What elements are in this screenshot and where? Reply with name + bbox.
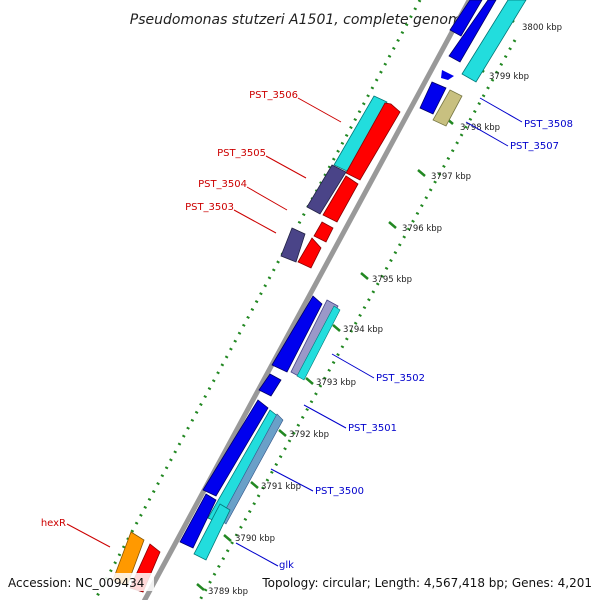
leader-line	[246, 186, 288, 211]
gene-feature[interactable]	[449, 0, 483, 37]
tick-mark	[278, 429, 287, 437]
gene-label-hexr[interactable]: hexR	[41, 518, 66, 529]
leader-line	[297, 97, 342, 123]
map-title: Pseudomonas stutzeri A1501, complete gen…	[130, 12, 470, 28]
leader-line	[270, 468, 314, 492]
leader-line	[235, 542, 279, 567]
gene-feature[interactable]	[193, 503, 231, 561]
tick-label: 3797 kbp	[431, 172, 471, 182]
gene-label-pst-3505[interactable]: PST_3505	[217, 148, 266, 159]
leader-line	[233, 209, 277, 234]
tick-mark	[388, 221, 397, 229]
gene-feature[interactable]	[432, 89, 463, 127]
gene-label-pst-3507[interactable]: PST_3507	[510, 141, 559, 152]
gene-label-pst-3503[interactable]: PST_3503	[185, 202, 234, 213]
tick-label: 3791 kbp	[261, 482, 301, 492]
gene-feature[interactable]	[271, 295, 323, 373]
gene-feature[interactable]	[219, 413, 284, 525]
tick-mark	[223, 534, 232, 542]
tick-mark	[332, 324, 341, 332]
tick-label: 3798 kbp	[460, 123, 500, 133]
tick-label: 3800 kbp	[522, 23, 562, 33]
tick-label: 3796 kbp	[402, 224, 442, 234]
gene-feature[interactable]	[461, 0, 527, 83]
gene-feature[interactable]	[258, 373, 282, 397]
gene-feature[interactable]	[280, 227, 306, 263]
gene-label-pst-3506[interactable]: PST_3506	[249, 90, 298, 101]
leader-line	[331, 353, 375, 379]
tick-mark	[360, 272, 369, 280]
gene-label-pst-3501[interactable]: PST_3501	[348, 423, 397, 434]
gene-feature[interactable]	[179, 493, 217, 549]
footer-backdrop-right	[258, 573, 596, 591]
tick-mark	[250, 481, 259, 489]
tick-label: 3795 kbp	[372, 275, 412, 285]
features-layer	[112, 0, 527, 593]
gene-label-pst-3504[interactable]: PST_3504	[198, 179, 247, 190]
gene-feature[interactable]	[441, 70, 454, 80]
gene-label-pst-3502[interactable]: PST_3502	[376, 373, 425, 384]
leader-line	[465, 121, 509, 147]
right-labels: PST_3508 PST_3507 PST_3502 PST_3501 PST_…	[235, 97, 573, 571]
tick-label: 3789 kbp	[208, 587, 248, 597]
gene-feature[interactable]	[419, 81, 447, 115]
gene-feature[interactable]	[306, 164, 347, 215]
gene-feature[interactable]	[313, 221, 334, 243]
leader-line	[66, 523, 111, 548]
tick-mark	[305, 377, 314, 385]
genome-summary-text: Topology: circular; Length: 4,567,418 bp…	[261, 576, 592, 590]
tick-mark	[417, 169, 426, 177]
tick-label: 3792 kbp	[289, 430, 329, 440]
leader-line	[479, 97, 523, 123]
gene-feature[interactable]	[297, 237, 322, 269]
leader-line	[265, 155, 307, 179]
gene-feature[interactable]	[448, 0, 497, 63]
leader-line	[303, 404, 347, 429]
genome-backbone	[141, 0, 473, 600]
tick-label: 3793 kbp	[316, 378, 356, 388]
left-labels: PST_3506 PST_3505 PST_3504 PST_3503 hexR	[41, 90, 342, 548]
gene-feature[interactable]	[345, 102, 401, 181]
tick-label: 3790 kbp	[235, 534, 275, 544]
tick-mark	[196, 583, 205, 591]
gene-feature[interactable]	[202, 399, 269, 497]
tick-label: 3794 kbp	[343, 325, 383, 335]
footer-backdrop-left	[4, 573, 154, 591]
tick-label: 3799 kbp	[489, 72, 529, 82]
gene-label-pst-3508[interactable]: PST_3508	[524, 119, 573, 130]
gene-feature[interactable]	[296, 305, 341, 381]
accession-text: Accession: NC_009434	[8, 576, 144, 590]
gene-label-pst-3500[interactable]: PST_3500	[315, 486, 364, 497]
outer-dotted-line	[93, 0, 422, 600]
gene-label-glk[interactable]: glk	[279, 560, 294, 571]
gene-feature[interactable]	[322, 175, 359, 223]
